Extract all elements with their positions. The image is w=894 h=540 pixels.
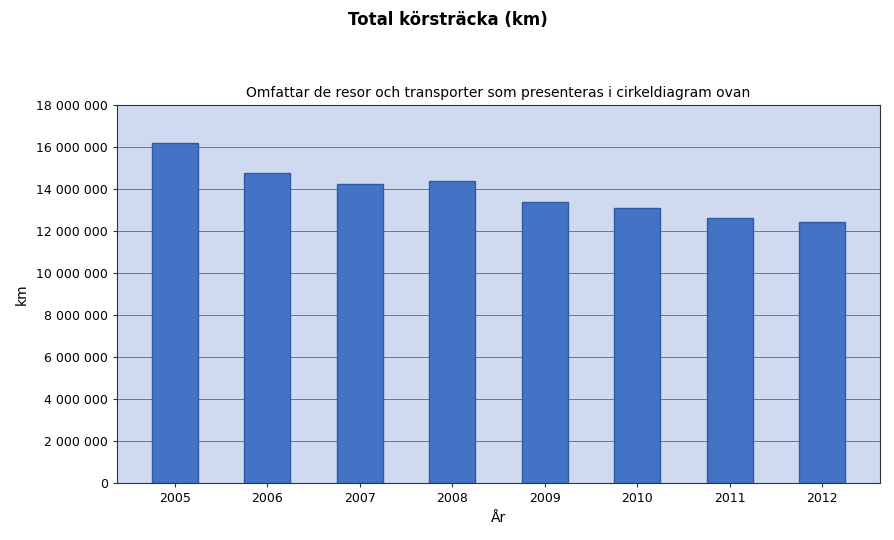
Bar bbox=[613, 208, 660, 483]
Bar bbox=[705, 218, 752, 483]
Title: Omfattar de resor och transporter som presenteras i cirkeldiagram ovan: Omfattar de resor och transporter som pr… bbox=[246, 86, 750, 100]
Bar bbox=[244, 173, 290, 483]
Bar bbox=[521, 202, 567, 483]
Text: Total körsträcka (km): Total körsträcka (km) bbox=[347, 11, 547, 29]
X-axis label: År: År bbox=[490, 511, 505, 525]
Bar bbox=[151, 143, 198, 483]
Y-axis label: km: km bbox=[15, 284, 29, 305]
Bar bbox=[428, 181, 475, 483]
Bar bbox=[336, 184, 383, 483]
Bar bbox=[798, 222, 844, 483]
